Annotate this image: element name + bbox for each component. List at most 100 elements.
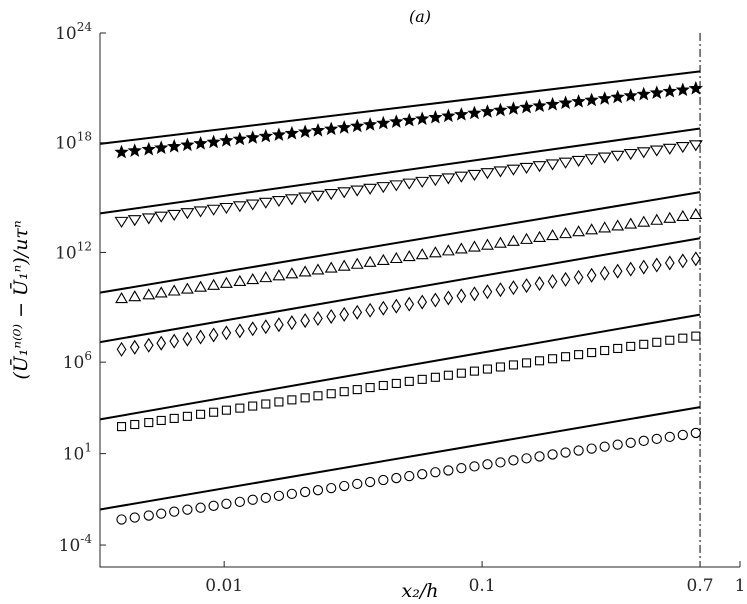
point-diamond (116, 341, 127, 357)
point-circle (221, 498, 232, 509)
point-pentagram (623, 88, 638, 102)
point-triangle-down (180, 208, 195, 220)
point-diamond (664, 255, 675, 271)
point-pentagram (127, 143, 142, 157)
point-pentagram (154, 140, 169, 155)
point-diamond (456, 288, 467, 304)
point-square (378, 380, 388, 391)
point-circle (482, 459, 493, 470)
point-triangle-up (611, 219, 625, 231)
plot-axes (99, 33, 740, 568)
x-tick-label: 0.7 (687, 576, 714, 596)
point-square (443, 370, 453, 380)
point-pentagram (610, 89, 625, 104)
point-triangle-up (676, 209, 690, 221)
point-circle (443, 465, 454, 476)
point-pentagram (362, 117, 378, 131)
point-square (417, 374, 427, 384)
point-pentagram (284, 125, 300, 140)
x-tick-label: 0.01 (205, 576, 243, 596)
point-triangle-down (141, 213, 156, 225)
point-triangle-up (389, 251, 403, 264)
point-triangle-down (154, 211, 169, 223)
point-square (613, 343, 623, 354)
point-square (678, 333, 688, 343)
point-circle (638, 435, 649, 446)
point-pentagram (310, 123, 326, 137)
point-pentagram (206, 134, 221, 149)
point-pentagram (454, 107, 469, 121)
point-pentagram (571, 94, 586, 108)
point-square (665, 335, 675, 345)
point-triangle-up (689, 207, 703, 220)
point-pentagram (532, 98, 547, 113)
point-square (339, 387, 349, 397)
point-triangle-down (114, 216, 129, 228)
fit-lines (99, 70, 701, 511)
point-triangle-down (298, 192, 313, 204)
point-diamond (169, 333, 180, 349)
point-circle (521, 453, 532, 464)
point-circle (208, 500, 219, 511)
point-square (196, 409, 206, 419)
point-diamond (339, 306, 350, 322)
point-diamond (195, 329, 206, 345)
point-pentagram (636, 86, 651, 101)
point-triangle-up (363, 255, 377, 267)
point-triangle-down (506, 164, 521, 176)
point-triangle-down (193, 206, 208, 218)
point-triangle-up (428, 246, 442, 258)
point-circle (495, 457, 506, 468)
y-axis-label: (Ū₁ⁿ⁽⁰⁾ − Ū₁ⁿ)/uτⁿ (9, 220, 32, 379)
point-square (156, 415, 166, 426)
point-diamond (599, 265, 610, 281)
y-tick-label: 101 (63, 441, 92, 465)
y-tick-label: 1024 (55, 20, 92, 44)
point-square (144, 417, 154, 428)
point-square (508, 360, 518, 370)
point-circle (586, 443, 597, 454)
point-circle (182, 504, 193, 515)
point-triangle-up (480, 238, 494, 250)
point-square (391, 378, 401, 388)
point-pentagram (506, 101, 521, 115)
point-diamond (391, 298, 402, 314)
point-circle (508, 455, 519, 466)
point-diamond (625, 261, 636, 277)
point-triangle-down (558, 157, 573, 169)
point-square (326, 389, 336, 399)
point-circle (234, 496, 245, 508)
point-diamond (417, 294, 428, 310)
point-triangle-down (324, 189, 339, 201)
point-pentagram (402, 112, 417, 127)
y-tick-label: 1012 (55, 239, 92, 263)
point-circle (326, 482, 337, 494)
point-triangle-down (167, 209, 182, 221)
point-triangle-down (597, 152, 612, 164)
point-triangle-up (598, 221, 612, 233)
point-circle (456, 463, 467, 474)
point-square (587, 348, 597, 358)
x-axis-label: x₂/h (402, 580, 439, 602)
y-tick-label: 1018 (55, 130, 92, 154)
point-triangle-up (467, 240, 481, 252)
point-diamond (573, 269, 584, 285)
point-triangle-down (245, 199, 260, 211)
point-square (235, 403, 245, 413)
point-pentagram (519, 99, 534, 114)
point-circle (651, 433, 662, 445)
point-diamond (365, 302, 375, 318)
point-pentagram (584, 92, 599, 107)
point-triangle-up (520, 232, 533, 244)
point-square (626, 341, 636, 351)
point-circle (378, 474, 389, 486)
x-tick-label: 1 (735, 576, 746, 596)
point-diamond (352, 304, 363, 320)
point-pentagram (545, 96, 560, 111)
point-diamond (234, 323, 245, 339)
x-tick-label: 0.1 (469, 576, 496, 596)
point-triangle-down (389, 180, 404, 192)
point-pentagram (415, 111, 430, 126)
point-diamond (274, 317, 284, 333)
